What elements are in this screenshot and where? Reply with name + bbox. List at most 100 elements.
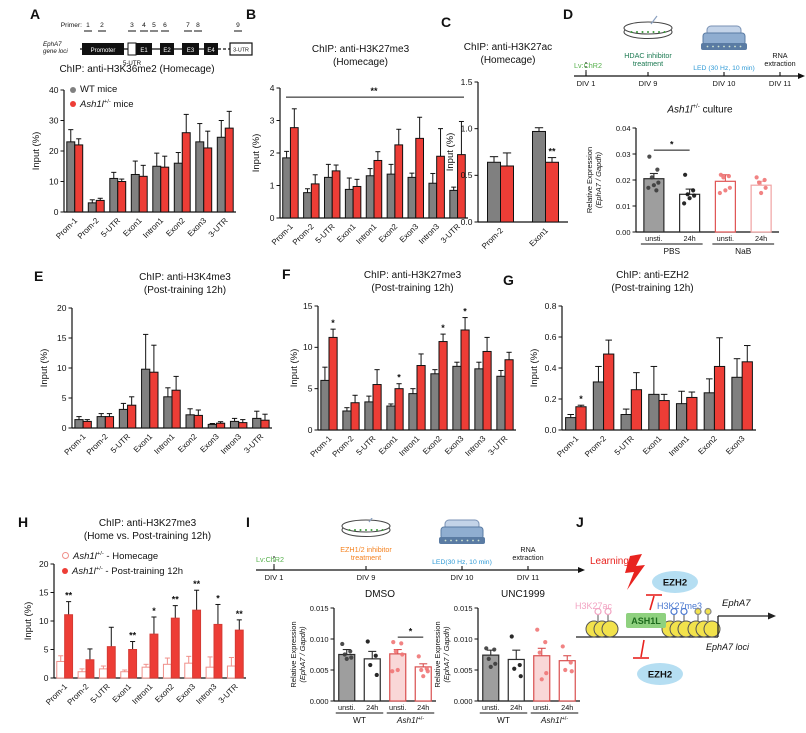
svg-text:*: * [670, 140, 674, 150]
svg-text:24h: 24h [561, 703, 573, 712]
svg-text:(EphA7 / Gapdh): (EphA7 / Gapdh) [442, 626, 451, 683]
svg-text:Exon3: Exon3 [186, 216, 209, 239]
svg-text:20: 20 [57, 303, 67, 313]
svg-text:Relative Expression: Relative Expression [289, 621, 298, 687]
svg-text:1.0: 1.0 [461, 123, 473, 133]
panel-i-label: I [246, 514, 250, 530]
svg-text:EZH1/2 inhibitor: EZH1/2 inhibitor [340, 545, 392, 554]
svg-text:Prom-2: Prom-2 [65, 682, 90, 707]
svg-text:Exon2: Exon2 [696, 434, 719, 457]
svg-text:Prom-2: Prom-2 [330, 434, 355, 459]
legend-item-wt: WT mice [70, 84, 134, 96]
svg-text:Exon2: Exon2 [421, 434, 444, 457]
dmso-title: DMSO [365, 589, 395, 600]
svg-text:0.000: 0.000 [310, 697, 329, 706]
svg-text:Prom-2: Prom-2 [291, 222, 316, 247]
svg-text:Ash1l+/-: Ash1l+/- [396, 715, 425, 725]
svg-text:3-UTR: 3-UTR [242, 432, 265, 455]
svg-text:Prom-1: Prom-1 [63, 432, 88, 457]
svg-text:Prom-2: Prom-2 [85, 432, 110, 457]
svg-text:0.010: 0.010 [310, 635, 329, 644]
svg-text:PBS: PBS [663, 246, 680, 256]
svg-text:ASH1L: ASH1L [631, 616, 661, 626]
panel-f-title: ChIP: anti-H3K27me3 (Post-training 12h) [363, 270, 462, 294]
svg-text:Lv:ChR2: Lv:ChR2 [256, 555, 284, 564]
panel-a-label: A [30, 6, 41, 22]
svg-text:5-UTR: 5-UTR [123, 60, 142, 67]
panel-a-title: ChIP: anti-H3K36me2 (Homecage) [59, 64, 215, 75]
panel-c-label: C [441, 14, 452, 30]
svg-text:0.0: 0.0 [545, 425, 557, 435]
svg-text:15: 15 [57, 333, 67, 343]
svg-text:0.015: 0.015 [454, 604, 473, 613]
svg-text:Primer:: Primer: [61, 22, 82, 29]
panel-g-label: G [503, 272, 514, 288]
chart-h3k27me3-homecage: 0 1 2 3 4 Input (%) Prom-1 Prom-2 5-UTR Exon1 Intr… [250, 74, 472, 271]
svg-text:Promoter: Promoter [91, 48, 116, 54]
svg-text:treatment: treatment [633, 59, 663, 68]
svg-text:LED(30 Hz, 10 min): LED(30 Hz, 10 min) [432, 559, 492, 566]
unc1999-title: UNC1999 [501, 589, 545, 600]
svg-text:15: 15 [39, 587, 49, 597]
chart-h3k4me3-posttraining: 0 5 10 15 20 Input (%) Prom-1 Prom-2 5-UTR Exon1 I… [38, 300, 276, 483]
svg-text:5-UTR: 5-UTR [613, 434, 636, 457]
svg-text:Input (%): Input (%) [529, 349, 540, 388]
svg-text:0.04: 0.04 [616, 124, 631, 133]
svg-text:unsti.: unsti. [338, 703, 355, 712]
svg-text:DIV 10: DIV 10 [713, 79, 736, 88]
svg-text:0.2: 0.2 [545, 394, 557, 404]
svg-text:0: 0 [44, 673, 49, 683]
svg-text:2: 2 [270, 148, 275, 158]
svg-text:0.010: 0.010 [454, 635, 473, 644]
svg-text:Input (%): Input (%) [31, 132, 42, 171]
svg-text:gene loci: gene loci [43, 48, 68, 55]
svg-text:DIV 9: DIV 9 [357, 573, 376, 582]
legend-item-ash1l: Ash1l+/- mice [70, 96, 134, 111]
svg-text:Exon1: Exon1 [121, 216, 144, 239]
legend-wt-vs-ash1l: WT mice Ash1l+/- mice [70, 84, 134, 111]
svg-text:Prom-1: Prom-1 [555, 434, 580, 459]
svg-text:Lv:ChR2: Lv:ChR2 [574, 61, 602, 70]
svg-text:24h: 24h [366, 703, 378, 712]
svg-text:*: * [409, 627, 413, 637]
panel-d-culture-title: Ash1l+/- culture [667, 103, 733, 116]
svg-text:Intron3: Intron3 [194, 682, 218, 706]
svg-text:15: 15 [303, 301, 313, 311]
svg-text:HDAC inhibitor: HDAC inhibitor [624, 51, 672, 60]
svg-text:E3: E3 [187, 48, 195, 54]
svg-text:E4: E4 [207, 48, 215, 54]
svg-text:*: * [152, 606, 156, 616]
svg-text:20: 20 [39, 559, 49, 569]
svg-text:H3K27ac: H3K27ac [575, 601, 613, 611]
svg-text:Exon2: Exon2 [164, 216, 187, 239]
svg-text:9: 9 [236, 22, 240, 29]
panel-b-title: ChIP: anti-H3K27me3 (Homecage) [311, 44, 410, 68]
chart-h3k27me3-home-vs-posttraining: 0 5 10 15 20 Input (%) ** Prom-1 Prom-2 5-UTR ** Ex… [22, 538, 250, 733]
svg-text:24h: 24h [755, 234, 767, 243]
svg-text:*: * [441, 323, 445, 333]
svg-text:Intron3: Intron3 [463, 434, 487, 458]
panel-h-title: ChIP: anti-H3K27me3 (Home vs. Post-train… [83, 518, 212, 542]
svg-text:H3K27me3: H3K27me3 [657, 601, 702, 611]
svg-text:0: 0 [308, 425, 313, 435]
svg-text:**: ** [193, 579, 201, 589]
svg-text:10: 10 [303, 342, 313, 352]
epha7-regulation-schematic: Learning EZH2 H3K27ac H3K27me3 EphA7 ASH1L Eph… [572, 534, 806, 719]
posttraining-dot-icon [62, 567, 68, 574]
svg-text:Exon3: Exon3 [724, 434, 747, 457]
chart-epha7-expression-dmso: 0.000 0.005 0.010 0.015 Relative Expression(… [288, 598, 440, 733]
svg-text:1.5: 1.5 [461, 77, 473, 87]
svg-text:Exon2: Exon2 [176, 432, 199, 455]
svg-text:24h: 24h [510, 703, 522, 712]
svg-text:0.01: 0.01 [616, 202, 631, 211]
hdac-treatment-timeline: DIV 1 DIV 9 DIV 10 DIV 11 Lv:ChR2 HDAC inhibi… [572, 12, 806, 103]
svg-text:2: 2 [100, 22, 104, 29]
svg-text:WT: WT [497, 715, 510, 725]
svg-text:*: * [579, 394, 583, 404]
svg-text:Exon2: Exon2 [377, 222, 400, 245]
panel-h-label: H [18, 514, 29, 530]
epha7-gene-locus-diagram: Primer: 1 2 3 4 5 6 7 8 9 EphA7 gene loci Promoter E1… [42, 18, 254, 77]
svg-text:0.015: 0.015 [310, 604, 329, 613]
svg-text:3-UTR: 3-UTR [217, 682, 240, 705]
